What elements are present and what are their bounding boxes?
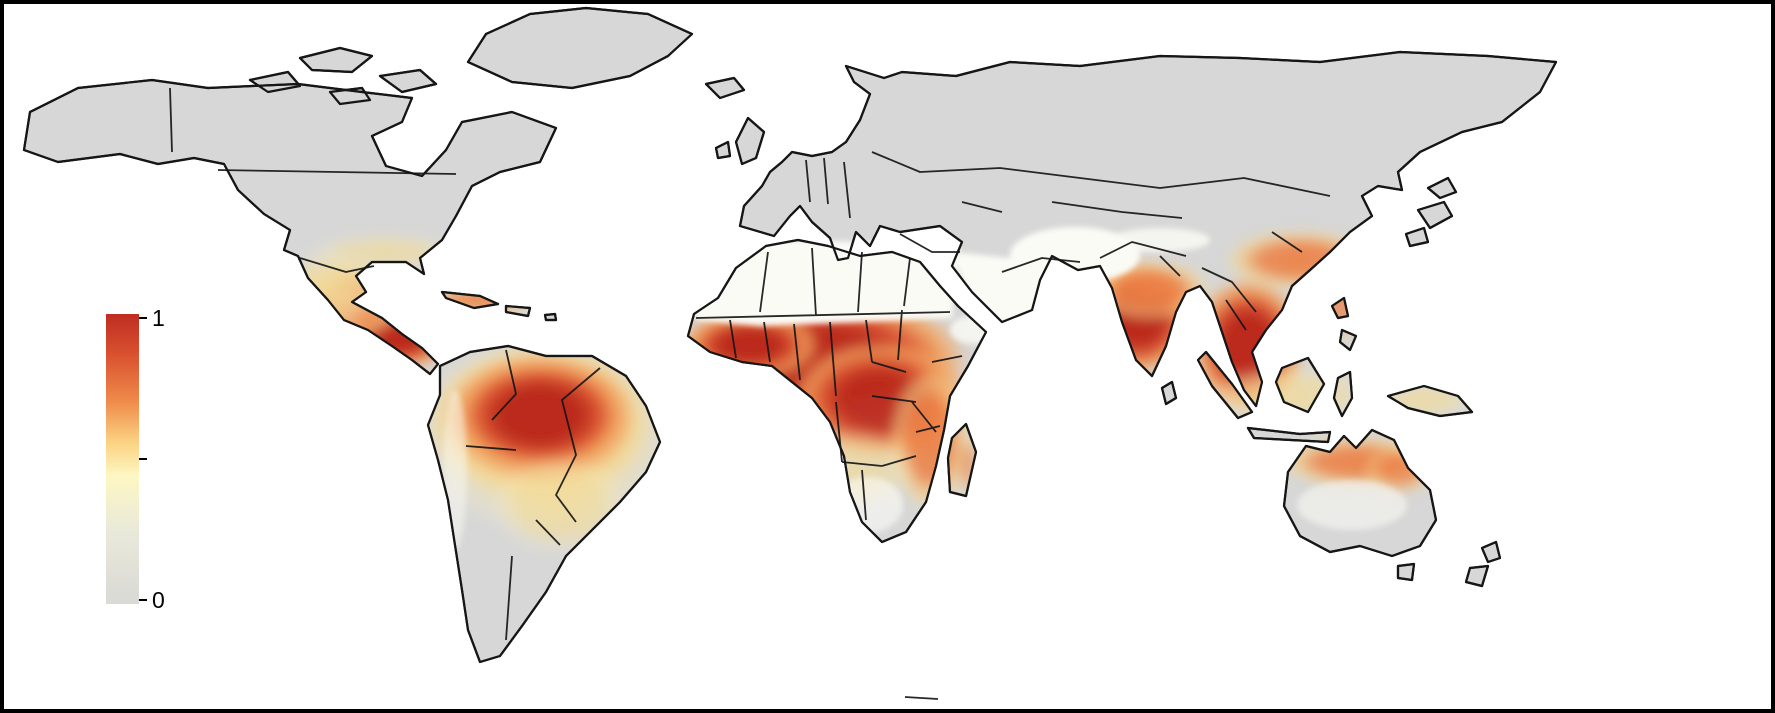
legend: 1 0 bbox=[106, 305, 165, 613]
masked-himalaya bbox=[1110, 228, 1210, 252]
masked-region-layer bbox=[443, 227, 1407, 550]
legend-colorbar bbox=[106, 314, 139, 604]
legend-max-label: 1 bbox=[152, 305, 165, 331]
heat-amazon-core bbox=[445, 353, 635, 477]
legend-min-label: 0 bbox=[152, 587, 165, 613]
legend-tick-marks bbox=[139, 317, 147, 601]
masked-iran-pakistan bbox=[1010, 227, 1140, 283]
masked-sahara bbox=[688, 238, 958, 326]
masked-central-australia bbox=[1297, 480, 1407, 530]
country-borders bbox=[169, 87, 1331, 700]
